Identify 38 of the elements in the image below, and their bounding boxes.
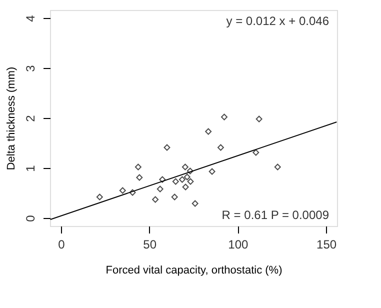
point — [159, 176, 166, 183]
y-tick-label: 1 — [24, 164, 38, 172]
point — [274, 164, 281, 170]
y-axis-title: Delta thickness (mm) — [6, 66, 18, 170]
x-tick-label: 150 — [316, 238, 337, 252]
point — [221, 114, 228, 120]
point — [186, 168, 194, 174]
point — [184, 174, 190, 180]
annotation: R = 0.61 P = 0.0009 — [222, 208, 330, 222]
point — [156, 186, 164, 192]
point — [256, 116, 262, 122]
point — [119, 187, 126, 194]
x-tick-label: 100 — [228, 238, 249, 252]
y-tick-label: 4 — [24, 14, 38, 22]
point — [136, 174, 143, 181]
point — [217, 144, 224, 151]
y-tick-label: 0 — [24, 214, 38, 222]
point — [187, 178, 194, 185]
y-tick-label: 3 — [24, 64, 38, 72]
annotation: y = 0.012 x + 0.046 — [226, 14, 330, 28]
point — [134, 164, 142, 170]
x-tick-label: 50 — [143, 238, 157, 252]
point — [182, 164, 188, 170]
x-axis-title: Forced vital capacity, orthostatic (%) — [106, 264, 282, 276]
point — [152, 196, 159, 203]
y-tick-label: 2 — [24, 114, 38, 122]
x-tick-label: 0 — [58, 238, 66, 252]
point — [182, 184, 189, 190]
point — [129, 189, 136, 196]
point — [208, 168, 216, 175]
point — [96, 194, 103, 200]
point — [171, 194, 178, 200]
point — [172, 178, 179, 185]
point — [205, 128, 212, 135]
point — [164, 144, 170, 151]
point — [252, 149, 260, 156]
point — [192, 200, 198, 207]
point — [178, 176, 186, 183]
